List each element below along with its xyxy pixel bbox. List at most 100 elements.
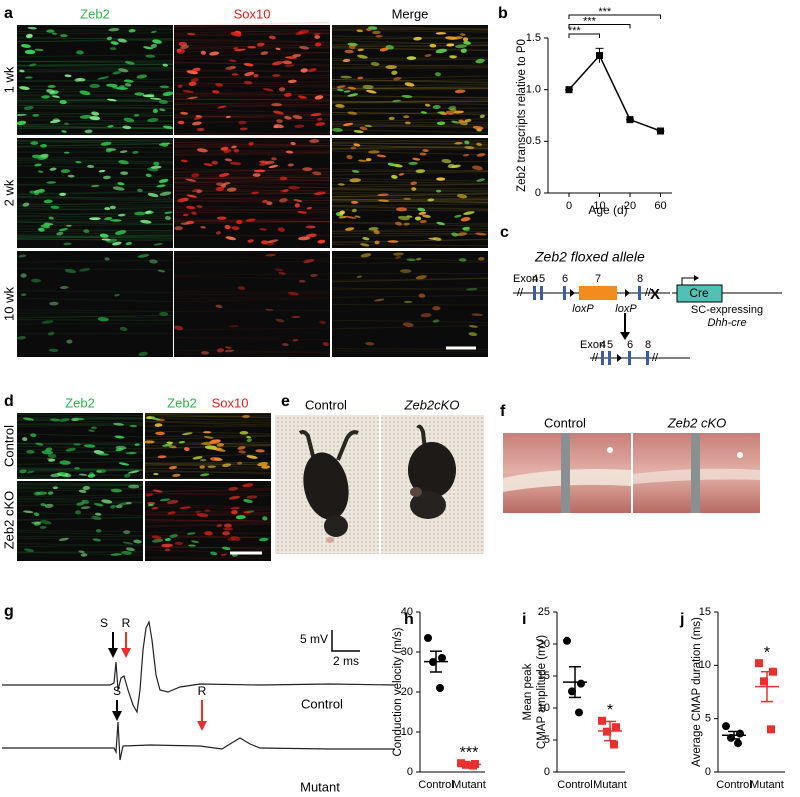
nucleus — [35, 442, 44, 446]
nucleus — [230, 32, 242, 37]
nucleus — [216, 216, 227, 220]
nucleus — [164, 548, 171, 552]
nucleus — [455, 44, 467, 49]
nucleus — [180, 111, 189, 115]
x-tick-label: Mutant — [593, 779, 627, 791]
nucleus — [239, 127, 248, 131]
nucleus — [191, 540, 200, 543]
fiber — [144, 484, 272, 490]
nucleus — [314, 42, 322, 47]
nucleus — [279, 198, 288, 203]
nucleus — [243, 511, 251, 514]
fiber — [16, 195, 174, 201]
nucleus — [29, 190, 35, 194]
nucleus — [153, 161, 160, 166]
fiber — [173, 22, 331, 27]
column-label: Zeb2 cKO — [667, 415, 727, 430]
nucleus — [253, 169, 266, 173]
fiber — [16, 54, 174, 58]
nucleus — [403, 222, 410, 226]
nucleus — [47, 491, 54, 495]
fiber — [16, 450, 144, 455]
fiber — [16, 290, 174, 294]
fiber — [173, 135, 331, 140]
nucleus — [25, 33, 33, 39]
column-label: Control — [544, 415, 586, 430]
nucleus — [26, 450, 35, 454]
nucleus — [123, 530, 131, 535]
nucleus — [177, 120, 185, 125]
nucleus — [192, 456, 203, 460]
fiber — [144, 469, 272, 475]
mouse-ckO — [408, 424, 456, 519]
nucleus — [89, 217, 101, 221]
fiber — [144, 417, 272, 422]
nucleus — [237, 446, 246, 450]
nucleus — [158, 99, 168, 105]
fiber — [173, 38, 331, 43]
fiber — [331, 150, 489, 156]
nucleus — [464, 140, 470, 145]
nucleus — [196, 148, 208, 153]
nucleus — [19, 469, 27, 474]
driver-label: Dhh-cre — [707, 317, 746, 329]
nucleus — [207, 465, 216, 468]
nucleus — [142, 94, 155, 98]
nucleus — [40, 520, 52, 525]
fiber — [173, 101, 331, 105]
nucleus — [267, 239, 279, 244]
nucleus — [59, 460, 71, 465]
fiber — [331, 138, 489, 144]
fiber — [144, 519, 272, 523]
nucleus — [82, 485, 91, 491]
nucleus — [414, 216, 422, 221]
y-tick-label: 25 — [538, 606, 550, 618]
nucleus — [387, 240, 399, 243]
nucleus — [112, 186, 125, 191]
fiber — [16, 235, 174, 239]
nucleus — [104, 257, 110, 261]
nucleus — [305, 233, 317, 238]
nucleus — [451, 164, 461, 168]
nucleus — [158, 178, 169, 183]
nucleus — [44, 503, 54, 508]
nucleus — [246, 495, 258, 499]
nucleus — [151, 535, 162, 540]
nucleus — [313, 32, 321, 36]
nucleus — [125, 501, 132, 505]
nucleus — [434, 72, 441, 77]
nucleus — [458, 258, 467, 262]
panel-label: b — [498, 5, 508, 22]
fiber — [173, 41, 331, 47]
fiber — [16, 104, 174, 109]
nucleus — [31, 278, 41, 283]
nucleus — [91, 184, 100, 188]
nucleus — [294, 124, 305, 128]
nucleus — [118, 462, 130, 466]
nucleus — [59, 418, 70, 422]
nucleus — [445, 36, 457, 40]
loxp-site — [617, 354, 622, 362]
nucleus — [94, 503, 104, 507]
nucleus — [160, 142, 169, 147]
nucleus — [43, 199, 53, 204]
nucleus — [151, 538, 164, 543]
loxp-site — [570, 289, 575, 297]
nucleus — [343, 90, 351, 93]
nucleus — [441, 158, 452, 164]
nucleus — [223, 527, 234, 531]
nucleus — [159, 85, 170, 89]
nucleus — [186, 32, 196, 36]
nucleus — [188, 81, 197, 86]
nucleus — [238, 120, 247, 125]
nucleus — [387, 162, 396, 167]
fiber — [331, 100, 489, 104]
nucleus — [262, 199, 268, 203]
nucleus — [150, 165, 162, 169]
nucleus — [61, 130, 67, 133]
nucleus — [22, 202, 30, 207]
fiber — [173, 208, 331, 212]
nucleus — [231, 73, 239, 76]
nucleus — [299, 96, 305, 99]
